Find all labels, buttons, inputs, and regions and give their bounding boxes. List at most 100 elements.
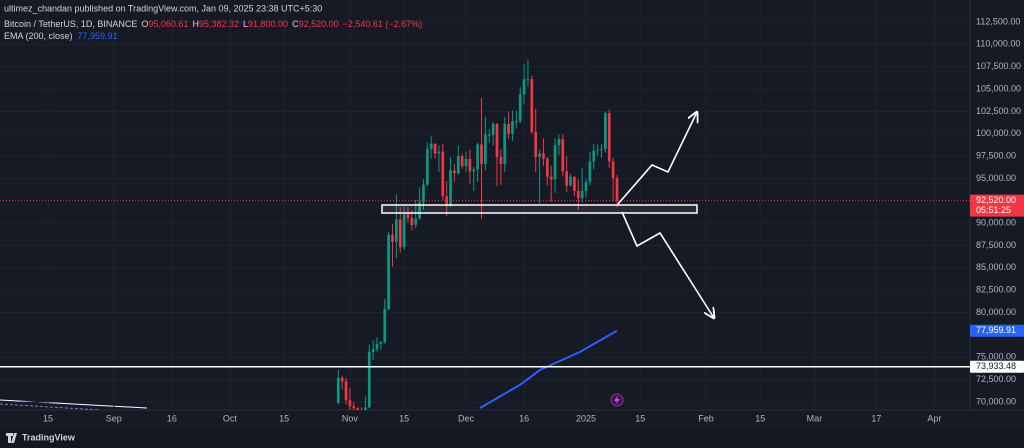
x-tick-label: Oct <box>223 413 238 423</box>
candle-body <box>615 177 619 201</box>
candle-body <box>573 176 576 191</box>
candle-body <box>406 214 410 218</box>
candle-body <box>383 308 387 343</box>
price-label-box <box>970 360 1024 373</box>
candle-body <box>522 79 526 95</box>
y-tick-label: 90,000.00 <box>976 218 1016 228</box>
y-tick-label: 82,500.00 <box>976 285 1016 295</box>
bearish-arrow <box>621 211 714 318</box>
ohlc-key: L <box>243 19 248 29</box>
ohlc-key: H <box>192 19 199 29</box>
candle-body <box>584 182 588 191</box>
ema-line <box>479 329 618 409</box>
candle-body <box>391 234 394 242</box>
candle-body <box>487 134 491 136</box>
price-timer: 05:51:25 <box>976 205 1011 215</box>
candle-body <box>557 139 561 146</box>
y-tick-label: 97,500.00 <box>976 150 1016 160</box>
candle-body <box>348 400 352 407</box>
candle-body <box>503 123 507 165</box>
candle-body <box>437 151 441 154</box>
candle-body <box>340 377 344 382</box>
x-tick-label: 16 <box>519 413 529 423</box>
ohlc-value: 92,520.00 <box>299 19 339 29</box>
publisher-info: ultimez_chandan published on TradingView… <box>4 3 322 13</box>
candle-body <box>387 234 390 309</box>
candle-body <box>514 121 518 123</box>
candle-body <box>576 190 580 199</box>
candle-body <box>538 153 541 157</box>
support-zone <box>381 204 698 214</box>
candle-body <box>425 148 429 185</box>
ohlc-value: 91,800.00 <box>248 19 288 29</box>
price-label: 77,959.91 <box>976 325 1016 335</box>
x-tick-label: Mar <box>807 413 823 423</box>
candle-body <box>592 150 596 162</box>
candle-body <box>445 196 449 207</box>
candle-body <box>375 343 379 350</box>
price-label-box <box>970 194 1024 217</box>
y-tick-label: 75,000.00 <box>976 352 1016 362</box>
candle-body <box>484 134 487 165</box>
candle-body <box>429 143 433 149</box>
candle-body <box>495 123 499 157</box>
candle-body <box>607 113 611 162</box>
trend-line <box>0 399 148 409</box>
candle-body <box>344 381 348 401</box>
y-tick-label: 70,000.00 <box>976 396 1016 406</box>
candle-body <box>468 158 472 172</box>
candle-body <box>464 158 468 166</box>
ema-legend: EMA (200, close) 77,959.91 <box>4 31 118 41</box>
symbol-legend: Bitcoin / TetherUS, 1D, BINANCE O95,060.6… <box>4 19 422 29</box>
candle-body <box>352 406 356 409</box>
plot-area <box>0 0 970 410</box>
x-tick-label: Sep <box>106 413 122 423</box>
candle-body <box>596 149 599 151</box>
brand-logo <box>6 433 17 443</box>
candle-body <box>398 219 402 248</box>
candle-body <box>460 156 464 166</box>
candle-body <box>414 218 418 225</box>
x-tick-label: Dec <box>458 413 475 423</box>
candle-body <box>530 79 534 132</box>
trend-line-dashed <box>0 403 101 410</box>
candle-body <box>476 144 480 170</box>
x-tick-label: 2025 <box>576 413 596 423</box>
candle-body <box>480 144 483 165</box>
y-tick-label: 87,500.00 <box>976 240 1016 250</box>
candle-body <box>364 407 367 410</box>
candle-body <box>433 143 437 154</box>
candle-body <box>507 123 510 134</box>
bullish-arrow <box>617 112 697 205</box>
candle-body <box>491 123 495 135</box>
ohlc-value: 95,382.32 <box>199 19 239 29</box>
candle-body <box>534 131 538 157</box>
x-tick-label: 15 <box>279 413 289 423</box>
candle-body <box>379 342 383 344</box>
price-change: −2,540.61 (−2.67%) <box>343 19 423 29</box>
candle-body <box>422 184 425 203</box>
y-tick-label: 102,500.00 <box>976 106 1021 116</box>
candle-body <box>569 176 572 186</box>
candle-body <box>600 148 603 150</box>
candle-body <box>580 190 584 199</box>
x-tick-label: 17 <box>871 413 881 423</box>
y-tick-label: 72,500.00 <box>976 374 1016 384</box>
ohlc-key: C <box>292 19 299 29</box>
indicator-name: EMA (200, close) <box>4 31 73 41</box>
x-tick-label: 15 <box>755 413 765 423</box>
y-tick-label: 80,000.00 <box>976 307 1016 317</box>
y-tick-label: 110,000.00 <box>976 39 1020 49</box>
candle-body <box>542 153 545 159</box>
x-tick-label: 15 <box>399 413 409 423</box>
candle-body <box>395 219 398 242</box>
candle-body <box>526 79 530 81</box>
candle-body <box>472 169 476 172</box>
candle-body <box>511 121 514 134</box>
candle-body <box>518 94 522 122</box>
event-icon-bolt <box>614 395 620 405</box>
y-tick-label: 85,000.00 <box>976 262 1016 272</box>
candle-body <box>553 145 557 180</box>
candle-body <box>604 113 607 149</box>
